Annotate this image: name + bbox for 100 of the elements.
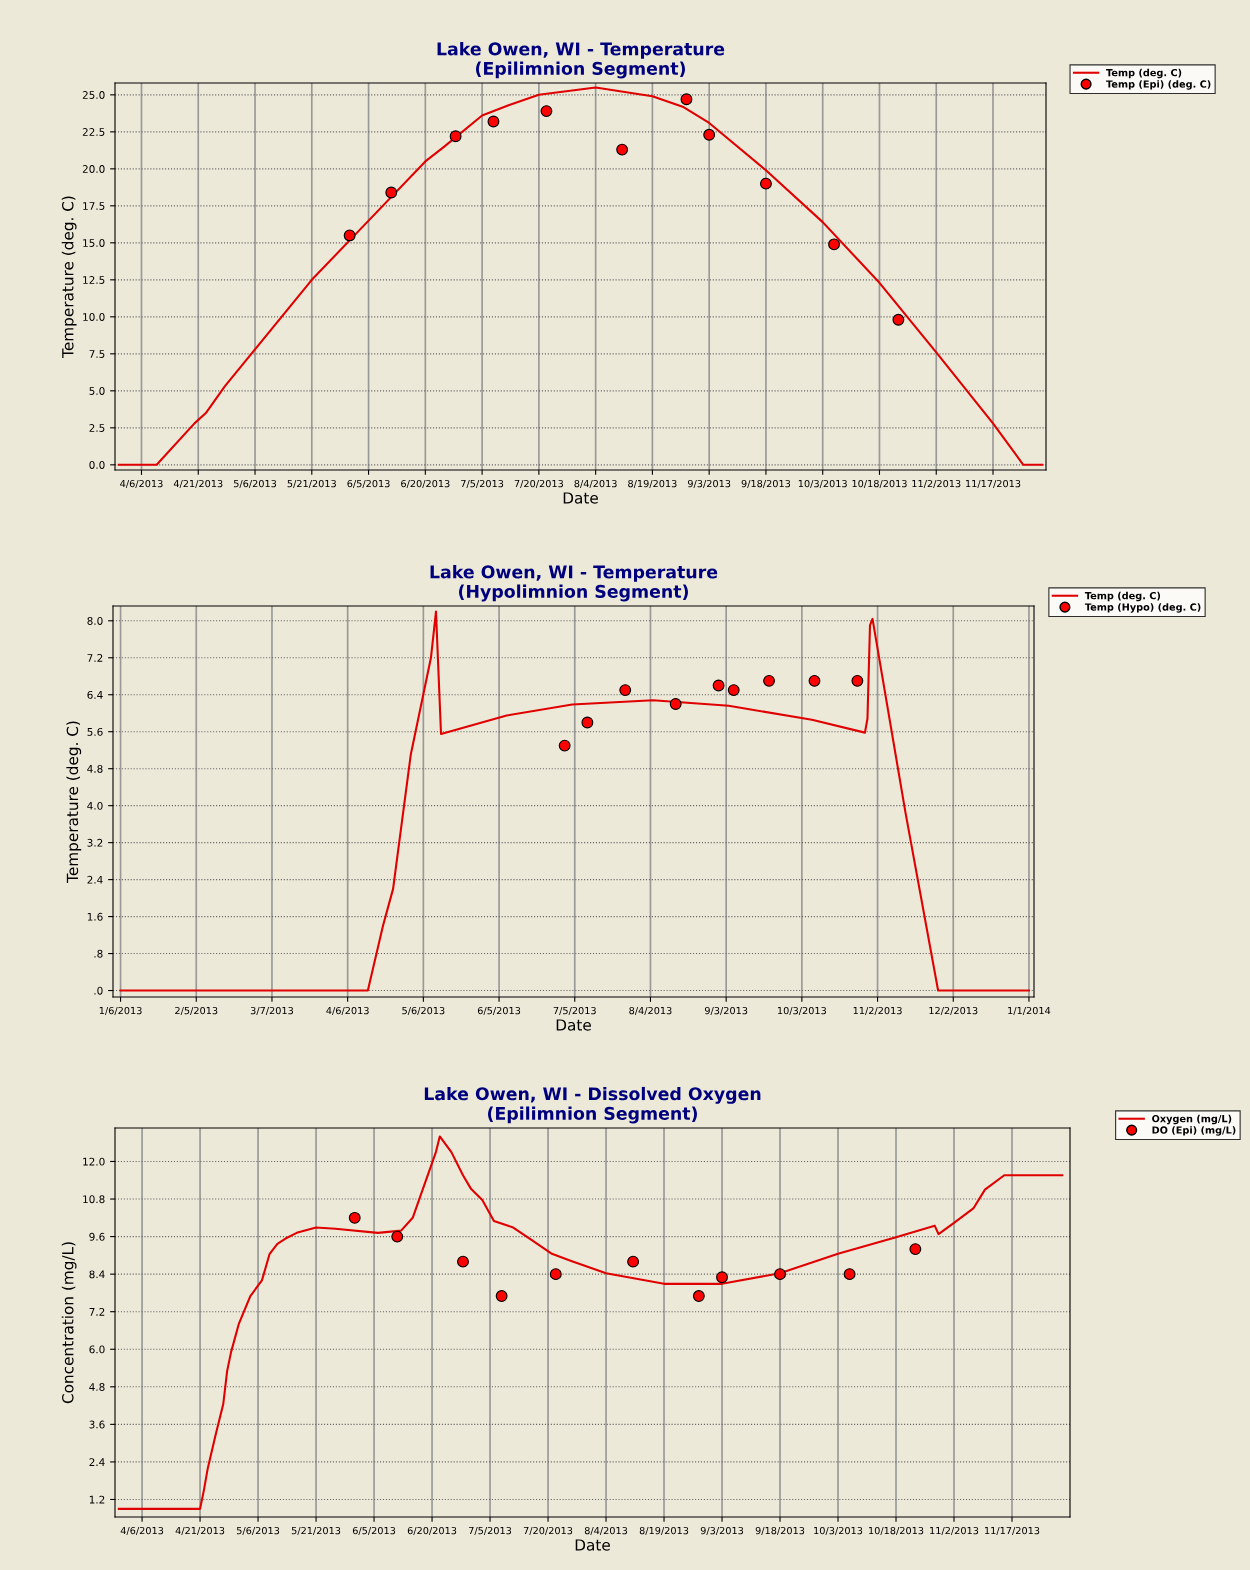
y-tick-label: 4.0 <box>87 801 103 810</box>
x-tick-label: 8/19/2013 <box>639 1526 689 1536</box>
x-axis-title: Date <box>575 1539 610 1551</box>
x-tick-label: 2/5/2013 <box>175 1006 218 1016</box>
y-tick-label: 15.0 <box>83 239 105 247</box>
y-tick-label: 5.0 <box>89 387 105 395</box>
y-tick-label: 7.5 <box>89 350 105 358</box>
legend-label: Oxygen (mg/L) <box>1152 1114 1232 1125</box>
point <box>828 238 840 251</box>
x-tick-label: 9/3/2013 <box>700 1526 744 1536</box>
y-tick-label: 6.0 <box>89 1345 105 1354</box>
point <box>843 1268 856 1281</box>
y-tick-label: 10.8 <box>83 1195 105 1204</box>
point <box>851 674 864 687</box>
x-tick-label: 7/20/2013 <box>514 479 564 489</box>
point <box>343 229 356 242</box>
point <box>549 1268 562 1281</box>
point <box>449 130 462 143</box>
chart-title: Lake Owen, WI - Temperature (Epilimnion Segment) <box>437 42 725 79</box>
point <box>487 115 500 128</box>
x-tick-label: 12/2/2013 <box>929 1006 978 1016</box>
legend-label: DO (Epi) (mg/L) <box>1152 1126 1236 1136</box>
x-tick-label: 6/20/2013 <box>401 479 450 489</box>
x-tick-label: 10/18/2013 <box>869 1526 924 1536</box>
y-tick-label: 5.6 <box>87 727 103 736</box>
y-tick-label: 3.6 <box>89 1420 105 1429</box>
point <box>558 739 571 752</box>
x-tick-label: 5/6/2013 <box>233 479 277 489</box>
point <box>716 1271 728 1284</box>
x-tick-label: 4/21/2013 <box>173 479 223 489</box>
chart-title: Lake Owen, WI - Dissolved Oxygen (Epilimnion Segment) <box>424 1086 761 1124</box>
x-tick-label: 8/4/2013 <box>584 1526 628 1536</box>
x-tick-label: 9/18/2013 <box>755 1526 805 1536</box>
x-tick-label: 9/18/2013 <box>741 479 791 489</box>
x-tick-label: 6/5/2013 <box>352 1526 396 1536</box>
y-tick-label: 2.4 <box>89 1458 105 1466</box>
x-tick-label: 8/4/2013 <box>629 1006 672 1016</box>
x-tick-label: 11/2/2013 <box>853 1006 902 1016</box>
y-axis-title: Temperature (deg. C) <box>66 721 82 883</box>
y-tick-label: 9.6 <box>89 1232 105 1241</box>
x-tick-label: 5/6/2013 <box>402 1006 445 1016</box>
x-tick-label: 9/3/2013 <box>687 479 731 489</box>
x-tick-label: 10/3/2013 <box>778 1006 826 1016</box>
x-tick-label: 5/6/2013 <box>236 1526 280 1536</box>
x-tick-label: 7/5/2013 <box>461 479 504 489</box>
point <box>669 698 682 710</box>
x-tick-label: 11/17/2013 <box>966 479 1021 489</box>
y-tick-label: 10.0 <box>83 313 105 321</box>
x-tick-label: 10/18/2013 <box>852 479 907 489</box>
x-tick-label: 8/19/2013 <box>628 479 677 489</box>
point <box>774 1268 786 1281</box>
x-tick-label: 1/6/2013 <box>99 1006 142 1016</box>
y-tick-label: 12.0 <box>83 1157 105 1166</box>
point <box>348 1211 361 1224</box>
y-tick-label: 7.2 <box>87 653 103 662</box>
x-tick-label: 4/6/2013 <box>326 1006 369 1016</box>
x-axis-title: Date <box>563 492 598 504</box>
point <box>457 1255 469 1268</box>
x-axis-title: Date <box>556 1019 591 1031</box>
x-tick-label: 4/6/2013 <box>120 479 163 489</box>
point <box>760 177 772 190</box>
y-tick-label: 1.6 <box>87 912 103 921</box>
y-tick-label: 0.0 <box>89 461 105 469</box>
point <box>763 674 775 687</box>
x-tick-label: 9/3/2013 <box>704 1006 748 1016</box>
chart-title: Lake Owen, WI - Temperature (Hypolimnion Segment) <box>430 565 718 602</box>
x-tick-label: 4/6/2013 <box>120 1526 164 1536</box>
x-tick-label: 5/21/2013 <box>291 1526 341 1536</box>
y-tick-label: 12.5 <box>83 276 105 284</box>
point <box>619 684 632 697</box>
point <box>703 128 716 141</box>
y-axis-title: Concentration (mg/L) <box>61 1242 77 1404</box>
x-tick-label: 5/21/2013 <box>287 479 336 489</box>
y-axis-title: Temperature (deg. C) <box>61 196 77 358</box>
x-tick-label: 11/17/2013 <box>985 1526 1040 1536</box>
point <box>616 143 629 156</box>
y-tick-label: 25.0 <box>82 91 105 99</box>
y-tick-label: 7.2 <box>89 1307 105 1316</box>
x-tick-label: 6/20/2013 <box>407 1526 457 1536</box>
point <box>808 674 821 687</box>
point <box>727 684 740 697</box>
line-series <box>117 1135 1064 1510</box>
x-tick-label: 8/4/2013 <box>574 479 617 489</box>
x-tick-label: 7/5/2013 <box>553 1006 596 1016</box>
x-tick-label: 7/20/2013 <box>523 1526 573 1536</box>
line-series <box>117 86 1044 466</box>
y-tick-label: .0 <box>94 986 103 995</box>
y-tick-label: 8.0 <box>87 617 103 625</box>
y-tick-label: 8.4 <box>89 1270 105 1279</box>
point <box>627 1255 640 1268</box>
x-tick-label: 1/1/2014 <box>1008 1006 1051 1016</box>
y-tick-label: 2.4 <box>87 875 103 884</box>
y-tick-label: 3.2 <box>87 838 103 847</box>
point <box>692 1290 705 1302</box>
x-tick-label: 10/3/2013 <box>814 1526 863 1536</box>
x-tick-label: 10/3/2013 <box>798 479 847 489</box>
point <box>581 716 594 729</box>
x-tick-label: 11/2/2013 <box>930 1526 979 1536</box>
y-tick-label: 2.5 <box>89 424 105 432</box>
point <box>495 1290 508 1302</box>
